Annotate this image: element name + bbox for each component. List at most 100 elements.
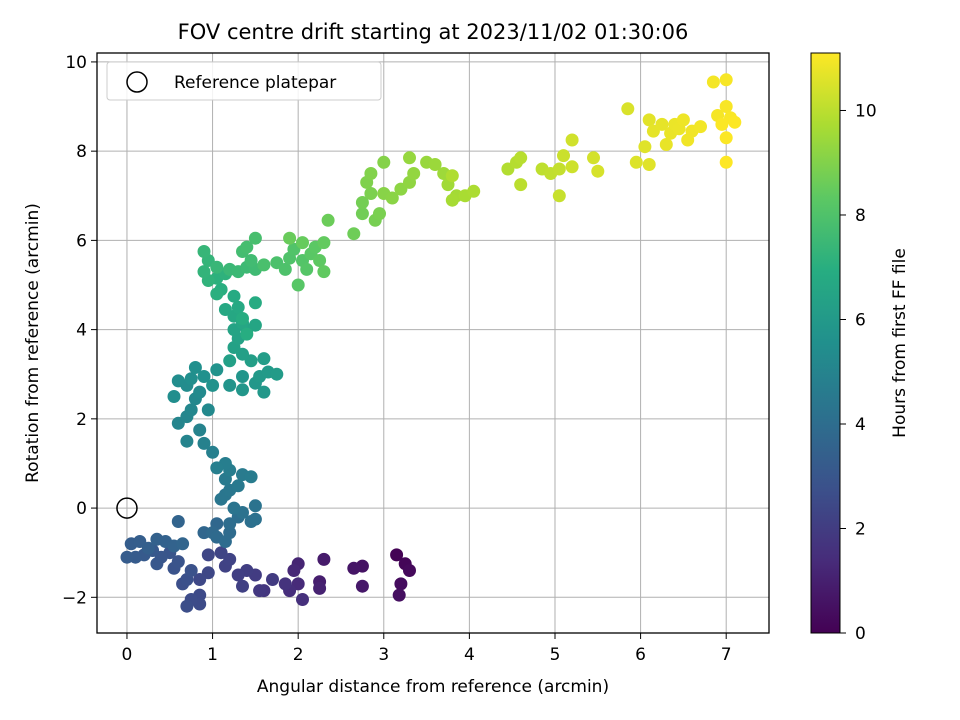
x-axis-ticks: 0 1 2 3 4 5 6 7	[122, 633, 732, 665]
data-point	[257, 385, 271, 399]
data-point	[676, 113, 690, 127]
data-point	[715, 117, 729, 131]
chart-title: FOV centre drift starting at 2023/11/02 …	[178, 20, 689, 44]
data-point	[184, 403, 198, 417]
data-point	[231, 479, 245, 493]
data-point	[557, 149, 570, 163]
grid-lines	[97, 53, 769, 633]
data-point	[317, 265, 331, 279]
data-point	[591, 164, 605, 178]
colorbar-tick-label: 8	[855, 206, 866, 226]
colorbar-tick-label: 2	[855, 519, 866, 539]
data-point	[655, 117, 669, 131]
data-point	[257, 258, 271, 272]
data-point	[248, 512, 262, 526]
data-point	[210, 260, 224, 274]
data-point	[248, 296, 262, 310]
data-point	[171, 515, 185, 528]
y-tick-label: 6	[76, 231, 87, 251]
data-point	[355, 207, 369, 221]
data-point	[244, 254, 258, 267]
y-tick-label: 8	[76, 142, 87, 162]
data-point	[223, 378, 237, 392]
data-point	[253, 584, 267, 598]
data-point	[236, 383, 249, 397]
data-point	[642, 158, 656, 171]
colorbar-tick-label: 0	[855, 624, 866, 644]
y-tick-label: 2	[76, 410, 87, 430]
data-point	[552, 189, 566, 203]
data-point	[218, 535, 232, 548]
data-point	[201, 403, 215, 417]
y-tick-label: 4	[76, 321, 87, 341]
data-point	[197, 436, 211, 450]
data-point	[514, 178, 528, 192]
data-point	[240, 327, 254, 341]
data-point	[244, 470, 258, 484]
legend: Reference platepar	[106, 61, 382, 101]
data-point	[565, 133, 579, 147]
data-point	[407, 167, 421, 180]
x-tick-label: 5	[550, 645, 561, 665]
data-point	[313, 254, 327, 267]
legend-box	[106, 61, 382, 101]
data-point	[364, 187, 378, 200]
data-point	[201, 548, 215, 562]
data-point	[317, 552, 331, 566]
data-point	[150, 557, 164, 571]
data-point	[377, 155, 391, 169]
data-point	[248, 499, 262, 513]
data-point	[347, 227, 361, 241]
data-point	[210, 363, 224, 377]
data-point	[231, 300, 245, 314]
data-point	[283, 231, 297, 245]
data-point	[227, 289, 241, 303]
data-point	[719, 73, 733, 87]
data-point	[236, 579, 249, 593]
data-point	[621, 102, 635, 116]
data-point	[206, 445, 220, 459]
data-point	[180, 599, 194, 613]
y-tick-label: 10	[65, 53, 87, 73]
y-axis-label: Rotation from reference (arcmin)	[23, 203, 43, 483]
data-point	[184, 564, 198, 577]
x-axis-label: Angular distance from reference (arcmin)	[257, 677, 609, 697]
data-point	[445, 169, 459, 183]
data-point	[266, 573, 279, 586]
data-point	[300, 262, 314, 276]
x-tick-label: 0	[122, 645, 133, 665]
data-point	[313, 581, 327, 595]
data-point	[188, 361, 202, 374]
reference-platepar-marker	[116, 497, 138, 519]
data-point	[321, 213, 335, 227]
data-point	[719, 131, 733, 145]
colorbar-tick-label: 4	[855, 415, 866, 435]
data-point	[390, 548, 404, 562]
data-point	[223, 354, 237, 368]
data-point	[197, 245, 211, 258]
x-tick-label: 6	[635, 645, 646, 665]
data-point	[355, 579, 369, 593]
data-point	[467, 184, 481, 198]
data-point	[218, 303, 232, 316]
data-point	[214, 546, 228, 560]
data-point	[193, 573, 207, 586]
data-point	[428, 158, 442, 171]
data-point	[296, 593, 309, 606]
data-point	[514, 151, 528, 165]
data-point	[385, 191, 399, 205]
data-point	[403, 564, 416, 577]
data-point	[197, 370, 211, 383]
data-point	[171, 555, 185, 569]
colorbar-ticks: 0 2 4 6 8 10	[840, 101, 877, 644]
data-point	[719, 100, 733, 113]
data-point	[638, 140, 652, 154]
x-tick-label: 4	[464, 645, 475, 665]
data-point	[176, 537, 190, 551]
y-axis-ticks: −2 0 2 4 6 8 10	[62, 53, 97, 608]
data-point	[214, 492, 228, 506]
data-point	[248, 318, 262, 332]
data-point	[565, 160, 579, 174]
colorbar-gradient	[810, 52, 841, 634]
data-point	[317, 236, 331, 250]
